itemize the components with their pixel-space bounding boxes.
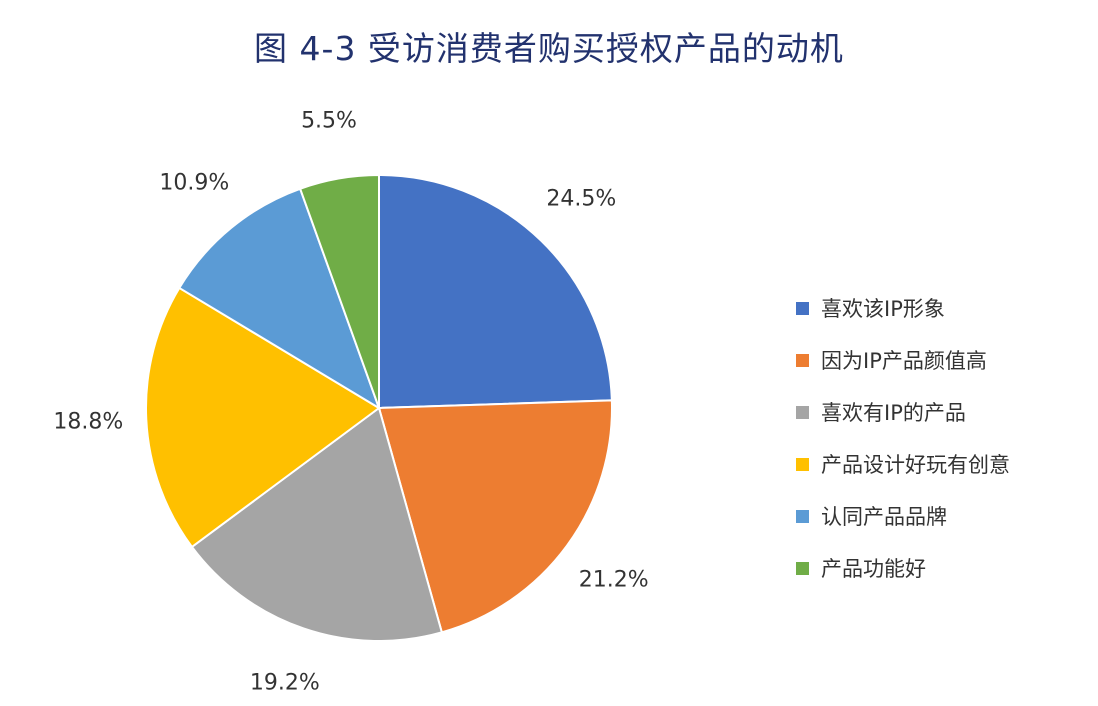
slice-label-6: 5.5% (301, 108, 357, 134)
slice-label-1: 24.5% (546, 186, 617, 212)
legend-swatch (796, 353, 809, 367)
legend-item-1: 喜欢该IP形象 (796, 282, 1010, 334)
pie-slice-5 (177, 187, 381, 411)
legend-swatch (796, 301, 809, 315)
slice-label-3: 19.2% (249, 670, 320, 696)
legend-swatch (796, 561, 809, 575)
slice-label-4: 18.8% (53, 409, 124, 435)
legend-swatch (796, 405, 809, 419)
legend-item-2: 因为IP产品颜值高 (796, 334, 1010, 386)
legend-label: 喜欢该IP形象 (821, 297, 945, 321)
legend-swatch (796, 457, 809, 471)
legend-label: 产品功能好 (821, 557, 926, 581)
legend-item-6: 产品功能好 (796, 542, 1010, 594)
legend-label: 因为IP产品颜值高 (821, 349, 987, 373)
chart-title: 图 4-3 受访消费者购买授权产品的动机 (254, 29, 844, 68)
legend-item-5: 认同产品品牌 (796, 490, 1010, 542)
chart-legend: 喜欢该IP形象因为IP产品颜值高 喜欢有IP的产品产品设计好玩有创意 认同产品品牌产… (796, 282, 1010, 594)
legend-label: 喜欢有IP的产品 (821, 401, 966, 425)
slice-label-5: 10.9% (159, 170, 230, 196)
legend-swatch (796, 509, 809, 523)
pie-slice-6 (298, 173, 380, 409)
legend-item-3: 喜欢有IP的产品 (796, 386, 1010, 438)
slice-label-2: 21.2% (578, 567, 649, 593)
pie-slice-2 (377, 399, 613, 634)
pie-slice-3 (190, 406, 444, 642)
legend-label: 产品设计好玩有创意 (821, 453, 1010, 477)
legend-label: 认同产品品牌 (821, 505, 947, 529)
legend-item-4: 产品设计好玩有创意 (796, 438, 1010, 490)
pie-slice-1 (378, 173, 613, 410)
pie-slice-4 (145, 286, 381, 549)
